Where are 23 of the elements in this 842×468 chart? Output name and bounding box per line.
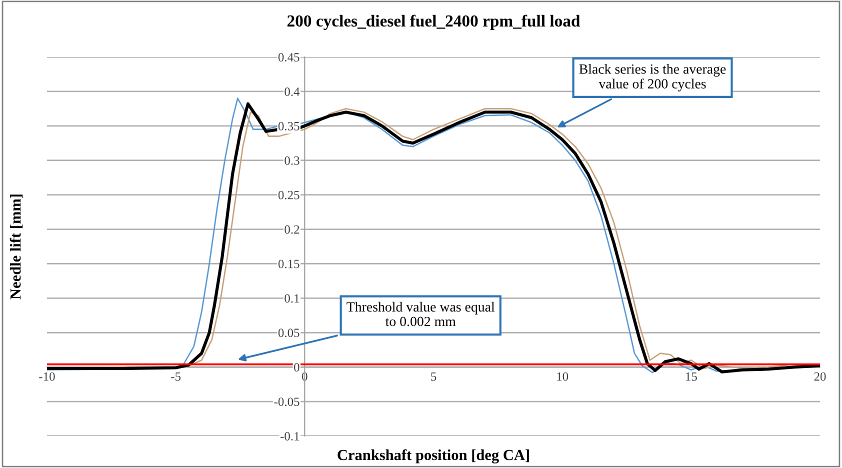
annotation: Black series is the average value of 200 cycles: [579, 64, 726, 92]
x-tick-label: 5: [431, 372, 436, 381]
y-tick-label: 0.25: [278, 190, 300, 200]
x-tick-label: 10: [557, 372, 568, 381]
x-axis-title: Crankshaft position [deg CA]: [338, 449, 529, 464]
y-tick-label: 0.15: [278, 260, 300, 268]
y-tick-label: 0.45: [278, 53, 300, 62]
x-tick-label: -5: [171, 372, 181, 381]
y-tick-label: -0.05: [274, 398, 300, 406]
y-tick-label: 0.4: [284, 87, 300, 96]
x-tick-label: 15: [686, 372, 697, 381]
y-tick-label: 0.1: [284, 294, 300, 303]
y-tick-label: 0.05: [278, 328, 300, 338]
y-tick-label: 0.3: [284, 156, 300, 165]
x-tick-label: 20: [814, 372, 826, 381]
x-tick-label: -10: [39, 372, 55, 381]
x-tick-label: 0: [302, 372, 308, 381]
y-tick-label: 0.2: [284, 225, 300, 234]
y-tick-label: 0: [294, 363, 300, 372]
annotation: Threshold value was equal to 0.002 mm: [346, 302, 495, 326]
chart-title: 200 cycles_diesel fuel_2400 rpm_full load: [287, 14, 580, 30]
y-axis-title: Needle lift [mm]: [10, 194, 23, 300]
y-tick-label: -0.1: [280, 432, 300, 441]
